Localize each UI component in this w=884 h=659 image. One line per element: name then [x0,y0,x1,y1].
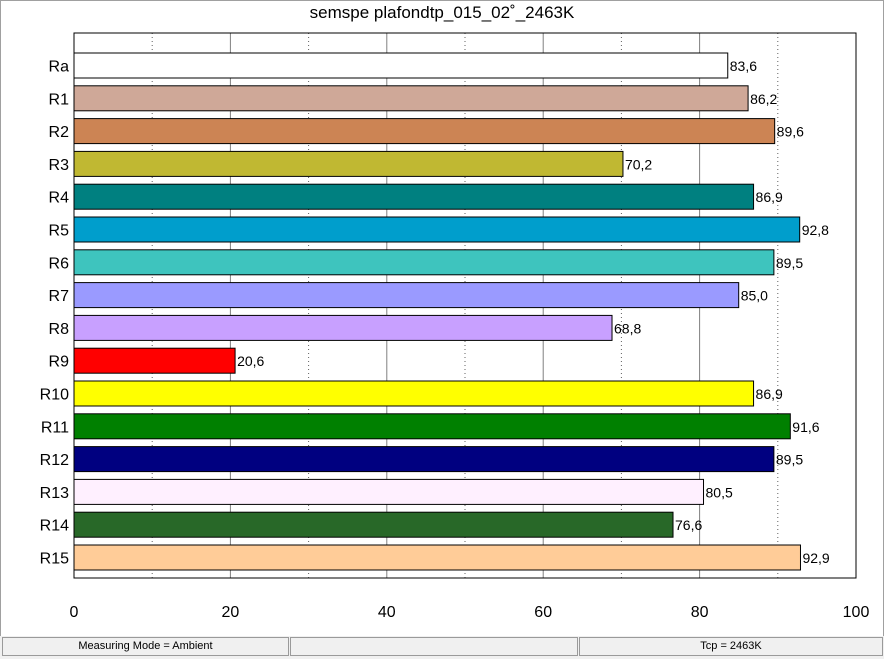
x-tick-label: 80 [691,604,709,621]
bar-r4 [73,183,755,210]
value-label: 83,6 [730,58,757,74]
category-label: R10 [40,387,69,404]
bars [73,52,801,571]
value-label: 76,6 [675,517,702,533]
status-middle-panel [290,637,578,656]
category-label: R6 [49,255,70,272]
bar-r7 [73,282,740,309]
status-tcp: Tcp = 2463K [579,637,883,656]
x-tick-label: 0 [70,604,79,621]
category-label: R11 [41,419,69,436]
bar-r10 [73,380,755,407]
x-tick-label: 60 [534,604,552,621]
category-label: R5 [49,223,70,240]
value-label: 92,8 [802,222,829,238]
category-label: R15 [40,551,69,568]
category-label: R1 [49,91,70,108]
bar-chart: Ra 83,6 R1 86,2 R2 89,6 R3 70,2 R4 86,9 R5 92,8 R6 89… [40,32,870,621]
value-label: 70,2 [625,156,652,172]
value-label: 92,9 [802,550,829,566]
bar-r14 [73,511,674,538]
bar-r8 [73,314,613,341]
bar-r9 [73,347,236,374]
value-label: 20,6 [237,353,264,369]
bar-r15 [73,544,801,571]
x-tick-label: 100 [843,604,870,621]
category-label: R13 [40,485,69,502]
bar-r11 [73,413,791,440]
x-tick-label: 40 [378,604,396,621]
value-label: 91,6 [792,419,819,435]
category-label: R3 [49,157,70,174]
chart-title: semspe plafondtp_015_02˚_2463K [309,3,575,22]
category-label: R12 [40,452,69,469]
category-label: Ra [49,59,70,76]
value-label: 86,9 [756,386,783,402]
x-tick-label: 20 [222,604,240,621]
x-axis-ticks: 0 20 40 60 80 100 [70,604,870,621]
value-label: 85,0 [741,288,768,304]
status-measuring-mode: Measuring Mode = Ambient [2,637,289,656]
value-label: 86,2 [750,91,777,107]
bar-r6 [73,249,775,276]
category-label: R4 [49,190,70,207]
category-label: R7 [49,288,70,305]
status-bar: Measuring Mode = Ambient Tcp = 2463K [0,636,884,659]
category-label: R2 [49,124,70,141]
value-label: 80,5 [706,484,733,500]
value-label: 86,9 [756,189,783,205]
bar-r3 [73,150,624,177]
bar-r2 [73,118,776,145]
category-labels: Ra 83,6 R1 86,2 R2 89,6 R3 70,2 R4 86,9 R5 92,8 R6 89… [40,58,830,568]
bar-r12 [73,446,775,473]
category-label: R9 [49,354,70,371]
value-label: 89,5 [776,255,803,271]
value-label: 68,8 [614,320,641,336]
value-label: 89,6 [777,124,804,140]
bar-ra [73,52,729,79]
bar-r5 [73,216,801,243]
category-label: R8 [49,321,70,338]
value-label: 89,5 [776,452,803,468]
category-label: R14 [40,518,69,535]
bar-r1 [73,85,749,112]
bar-r13 [73,478,705,505]
